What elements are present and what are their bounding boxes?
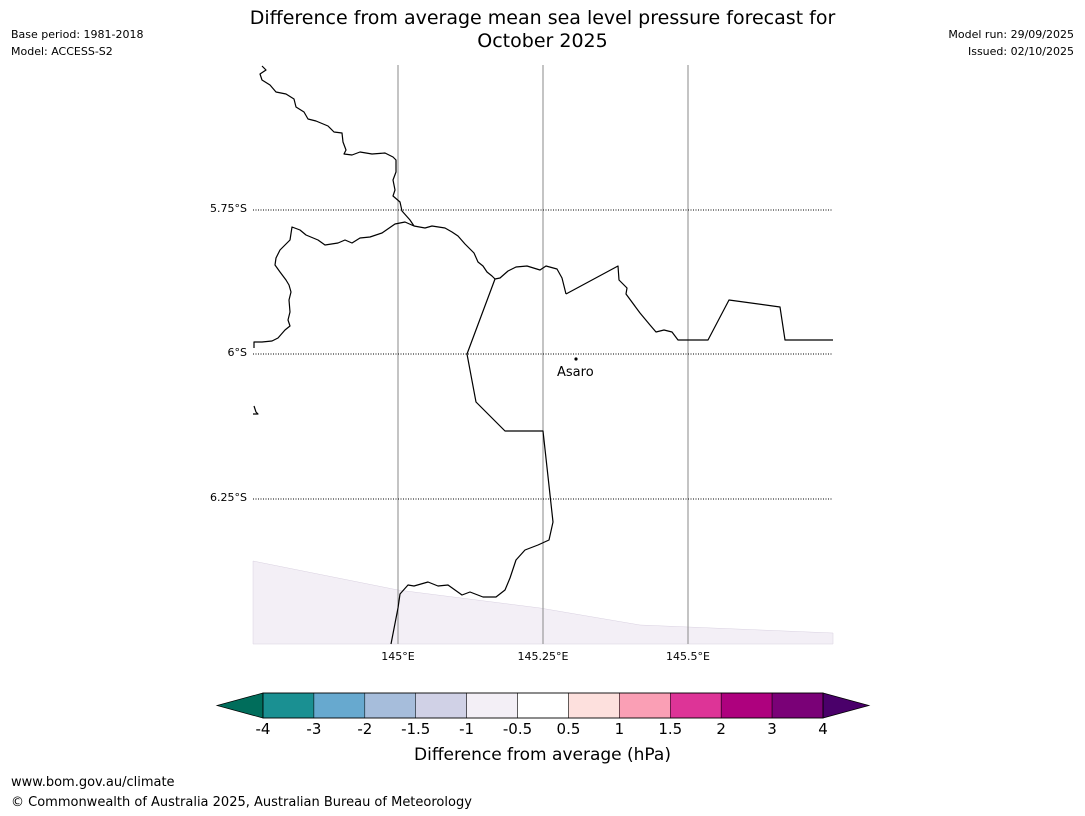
asaro-marker [574,357,578,361]
colorbar-tick-label: -0.5 [502,720,533,738]
colorbar-label: Difference from average (hPa) [414,745,671,765]
colorbar-tick-label: 1 [614,720,625,738]
title-line-2: October 2025 [477,30,608,52]
colorbar-over-arrow [822,692,871,719]
colorbar-tick-label: -4 [255,720,271,738]
title-line-1: Difference from average mean sea level p… [249,7,836,29]
colorbar-tick-label: -2 [357,720,373,738]
place-label-asaro: Asaro [557,365,594,380]
footer-copyright: © Commonwealth of Australia 2025, Austra… [11,795,472,810]
colorbar-segment [619,692,671,719]
lat-label-6-25s: 6.25°S [210,491,247,504]
colorbar-tick-label: 0.5 [556,720,581,738]
boundary-west-fragment [253,405,259,415]
colorbar-outline [262,692,824,719]
boundary-east [565,265,833,341]
boundary-middle [253,221,415,348]
colorbar-tick-label: -1 [459,720,475,738]
header-meta-right: Model run: 29/09/2025 Issued: 02/10/2025 [948,26,1074,60]
colorbar-segment [466,692,518,719]
colorbar-tick-label: -1.5 [401,720,431,738]
colorbar-segment [262,692,315,719]
lon-label-145e: 145°E [381,650,415,663]
colorbar-tick-label: -3 [306,720,322,738]
colorbar-tick-label: 2 [716,720,726,738]
colorbar-segment [517,692,569,719]
header-meta-left: Base period: 1981-2018 Model: ACCESS-S2 [11,26,143,60]
colorbar-tick-label: 1.5 [658,720,683,738]
footer-url: www.bom.gov.au/climate [11,775,175,790]
colorbar-segment [415,692,467,719]
lon-label-145-5e: 145.5°E [666,650,710,663]
boundary-middle-east [413,225,567,295]
boundary-north [259,65,415,227]
model-run-text: Model run: 29/09/2025 [948,28,1074,41]
colorbar-segment [364,692,416,719]
colorbar-segment [313,692,366,719]
colorbar-segment [568,692,620,719]
issued-text: Issued: 02/10/2025 [967,45,1074,58]
colorbar-under-arrow [215,692,264,719]
boundaries [253,65,833,645]
base-period-text: Base period: 1981-2018 [11,28,144,41]
colorbar-segment [670,692,722,719]
model-text: Model: ACCESS-S2 [11,45,113,58]
colorbar [215,692,871,719]
lat-label-5-75s: 5.75°S [210,202,247,215]
colorbar-segment [771,692,824,719]
colorbar-segment [720,692,773,719]
lon-label-145-25e: 145.25°E [517,650,569,663]
boundary-central [390,278,554,645]
colorbar-tick-label: 4 [818,720,828,738]
colorbar-tick-label: 3 [767,720,777,738]
lat-label-6s: 6°S [227,346,247,359]
map-title: Difference from average mean sea level p… [0,7,1085,53]
